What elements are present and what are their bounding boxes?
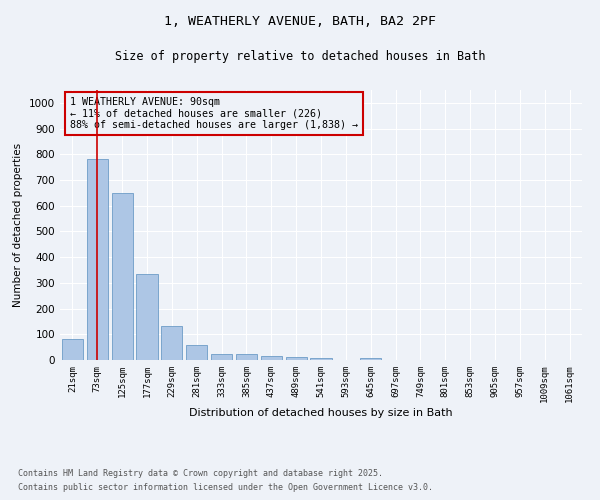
Bar [261, 356, 282, 360]
Y-axis label: Number of detached properties: Number of detached properties [13, 143, 23, 307]
Bar [186, 344, 207, 360]
Text: Size of property relative to detached houses in Bath: Size of property relative to detached ho… [115, 50, 485, 63]
Text: Contains HM Land Registry data © Crown copyright and database right 2025.: Contains HM Land Registry data © Crown c… [18, 468, 383, 477]
Bar [236, 354, 257, 360]
Bar [161, 326, 182, 360]
Bar [286, 358, 307, 360]
Text: 1, WEATHERLY AVENUE, BATH, BA2 2PF: 1, WEATHERLY AVENUE, BATH, BA2 2PF [164, 15, 436, 28]
Bar [310, 358, 332, 360]
Bar [136, 274, 158, 360]
Text: Contains public sector information licensed under the Open Government Licence v3: Contains public sector information licen… [18, 484, 433, 492]
Bar [112, 194, 133, 360]
Bar [87, 158, 108, 360]
Bar [211, 354, 232, 360]
X-axis label: Distribution of detached houses by size in Bath: Distribution of detached houses by size … [189, 408, 453, 418]
Text: 1 WEATHERLY AVENUE: 90sqm
← 11% of detached houses are smaller (226)
88% of semi: 1 WEATHERLY AVENUE: 90sqm ← 11% of detac… [70, 97, 358, 130]
Bar [62, 339, 83, 360]
Bar [360, 358, 381, 360]
